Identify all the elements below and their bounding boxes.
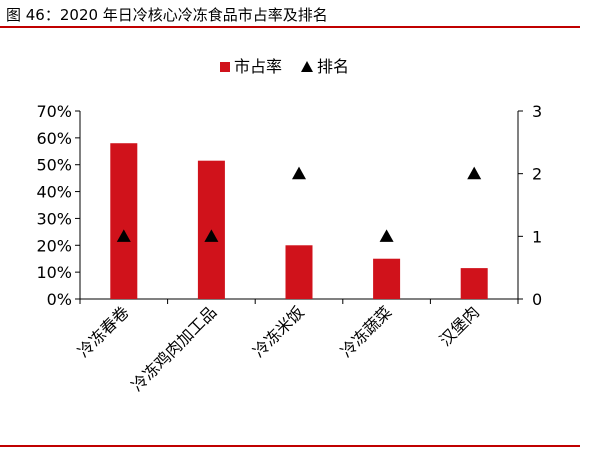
y-tick-label: 10% — [36, 263, 72, 282]
y-tick-label: 40% — [36, 183, 72, 202]
y-tick-label: 30% — [36, 209, 72, 228]
x-tick-label: 冷冻鸡肉加工品 — [128, 302, 221, 395]
y-tick-label: 60% — [36, 129, 72, 148]
triangle-icon — [467, 166, 482, 180]
bottom-rule — [0, 445, 580, 447]
triangle-icon — [379, 229, 394, 242]
figure-title: 图 46：2020 年日冷核心冷冻食品市占率及排名 — [6, 4, 328, 25]
y2-tick-label: 2 — [532, 165, 542, 184]
bar — [373, 258, 401, 299]
y-tick-label: 70% — [36, 102, 72, 121]
legend-label: 排名 — [317, 57, 349, 76]
bar — [285, 245, 313, 299]
figure-number: 图 46： — [6, 6, 60, 24]
y-axis-right: 0 1 2 3 — [517, 102, 542, 309]
x-axis — [79, 298, 519, 304]
rank-series — [116, 166, 482, 242]
x-tick-label: 冷冻蔬菜 — [337, 302, 396, 361]
x-tick-label: 冷冻春卷 — [74, 302, 133, 361]
x-tick-label: 汉堡肉 — [436, 302, 483, 349]
bar — [110, 143, 138, 299]
triangle-icon — [204, 229, 219, 242]
y-tick-label: 20% — [36, 236, 72, 255]
figure-title-text: 2020 年日冷核心冷冻食品市占率及排名 — [59, 6, 328, 24]
legend: 市占率 排名 — [220, 57, 349, 76]
legend-swatch-bar — [220, 62, 230, 72]
y-axis-left: 0% 10% 20% 30% 40% 50% 60% 70% — [36, 102, 81, 309]
legend-label: 市占率 — [234, 57, 282, 76]
bar-series — [110, 143, 488, 299]
bar — [460, 268, 488, 299]
y2-tick-label: 0 — [532, 290, 542, 309]
triangle-icon — [116, 229, 131, 242]
x-tick-label: 冷冻米饭 — [249, 302, 308, 361]
legend-triangle-icon — [301, 61, 313, 72]
top-rule — [0, 26, 580, 28]
triangle-icon — [292, 166, 306, 180]
y-tick-label: 0% — [47, 290, 72, 309]
y2-tick-label: 3 — [532, 102, 542, 121]
y-tick-label: 50% — [36, 156, 72, 175]
y2-tick-label: 1 — [532, 227, 542, 246]
